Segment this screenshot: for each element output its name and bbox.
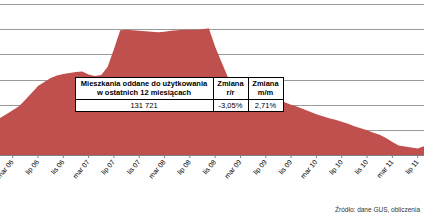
x-tick-label: lip 06: [24, 158, 41, 176]
x-tick: [113, 155, 114, 158]
x-tick: [189, 155, 190, 158]
table-col-line: [213, 77, 214, 111]
area-group: [0, 28, 424, 155]
x-tick-label: mar 10: [299, 158, 318, 179]
table-header: Mieszkania oddane do użytkowania: [81, 79, 208, 88]
x-tick: [240, 155, 241, 158]
x-tick-label: mar 11: [375, 158, 394, 179]
table-cell: -3,05%: [219, 101, 243, 110]
area: [0, 28, 424, 155]
x-tick: [63, 155, 64, 158]
x-tick: [37, 155, 38, 158]
table-row-line: [75, 99, 283, 100]
table-header: m/m: [258, 88, 274, 97]
x-tick-label: mar 08: [147, 158, 166, 179]
x-tick-label: lip 11: [404, 158, 421, 176]
x-tick: [88, 155, 89, 158]
chart: mar 06 lip 06 lis 06 mar 07 lip 07 lis 07 mar …: [0, 0, 424, 217]
table-cell: 131 721: [130, 101, 157, 110]
table-header: Zmiana: [252, 79, 279, 88]
x-tick-label: lis 07: [126, 158, 142, 175]
x-tick-label: lip 07: [100, 158, 117, 176]
grid-line: [0, 29, 424, 30]
table-cell: 2,71%: [255, 101, 277, 110]
x-tick: [265, 155, 266, 158]
x-tick: [12, 155, 13, 158]
table-header: Zmiana: [217, 79, 244, 88]
x-tick-label: lip 09: [252, 158, 269, 176]
x-tick: [291, 155, 292, 158]
table-header: w ostatnich 12 miesiącach: [96, 88, 192, 97]
x-tick: [367, 155, 368, 158]
x-tick: [341, 155, 342, 158]
x-tick: [164, 155, 165, 158]
source: Źródło: dane GUS, obliczenia: [335, 205, 420, 213]
x-tick: [215, 155, 216, 158]
x-tick: [316, 155, 317, 158]
x-tick: [417, 155, 418, 158]
table-col-line: [248, 77, 249, 111]
x-tick-label: mar 06: [0, 158, 15, 179]
x-tick-label: lip 08: [176, 158, 193, 176]
table-frame: [76, 78, 284, 112]
x-tick-label: lis 08: [201, 158, 217, 175]
x-tick-label: lip 10: [328, 158, 345, 176]
summary-table: Mieszkania oddane do użytkowaniaw ostatn…: [75, 77, 284, 112]
x-tick-label: mar 07: [71, 158, 90, 179]
x-tick-label: mar 09: [223, 158, 242, 179]
grid-line: [0, 4, 424, 5]
x-tick-label: lis 10: [353, 158, 369, 175]
x-tick: [392, 155, 393, 158]
x-tick-label: lis 06: [50, 158, 66, 175]
x-tick-label: lis 09: [277, 158, 293, 175]
table-header: r/r: [227, 88, 235, 97]
x-tick: [139, 155, 140, 158]
